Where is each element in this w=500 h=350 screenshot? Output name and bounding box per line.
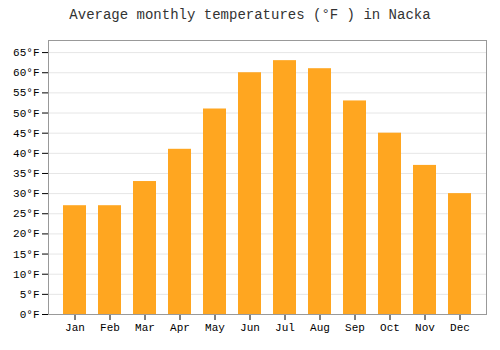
svg-text:Jan: Jan [65,322,85,334]
svg-text:Jun: Jun [240,322,260,334]
svg-text:30°F: 30°F [13,188,39,200]
svg-text:Feb: Feb [100,322,120,334]
svg-text:10°F: 10°F [13,269,39,281]
svg-text:May: May [205,322,225,334]
svg-text:Apr: Apr [170,322,190,334]
svg-text:35°F: 35°F [13,168,39,180]
svg-text:Aug: Aug [310,322,330,334]
svg-text:20°F: 20°F [13,228,39,240]
svg-text:25°F: 25°F [13,208,39,220]
svg-text:Oct: Oct [380,322,400,334]
svg-text:60°F: 60°F [13,67,39,79]
svg-text:Sep: Sep [345,322,365,334]
svg-text:Nov: Nov [415,322,435,334]
svg-text:45°F: 45°F [13,128,39,140]
svg-text:Mar: Mar [135,322,155,334]
svg-text:50°F: 50°F [13,108,39,120]
svg-text:15°F: 15°F [13,249,39,261]
svg-text:Dec: Dec [450,322,470,334]
svg-text:5°F: 5°F [20,289,40,301]
svg-text:55°F: 55°F [13,87,39,99]
svg-text:0°F: 0°F [20,309,40,321]
html-text:Average monthly temperatures (: Average monthly temperatures (°F ) in Na… [69,7,431,23]
svg-text:Jul: Jul [275,322,295,334]
svg-text:65°F: 65°F [13,47,39,59]
svg-text:40°F: 40°F [13,148,39,160]
